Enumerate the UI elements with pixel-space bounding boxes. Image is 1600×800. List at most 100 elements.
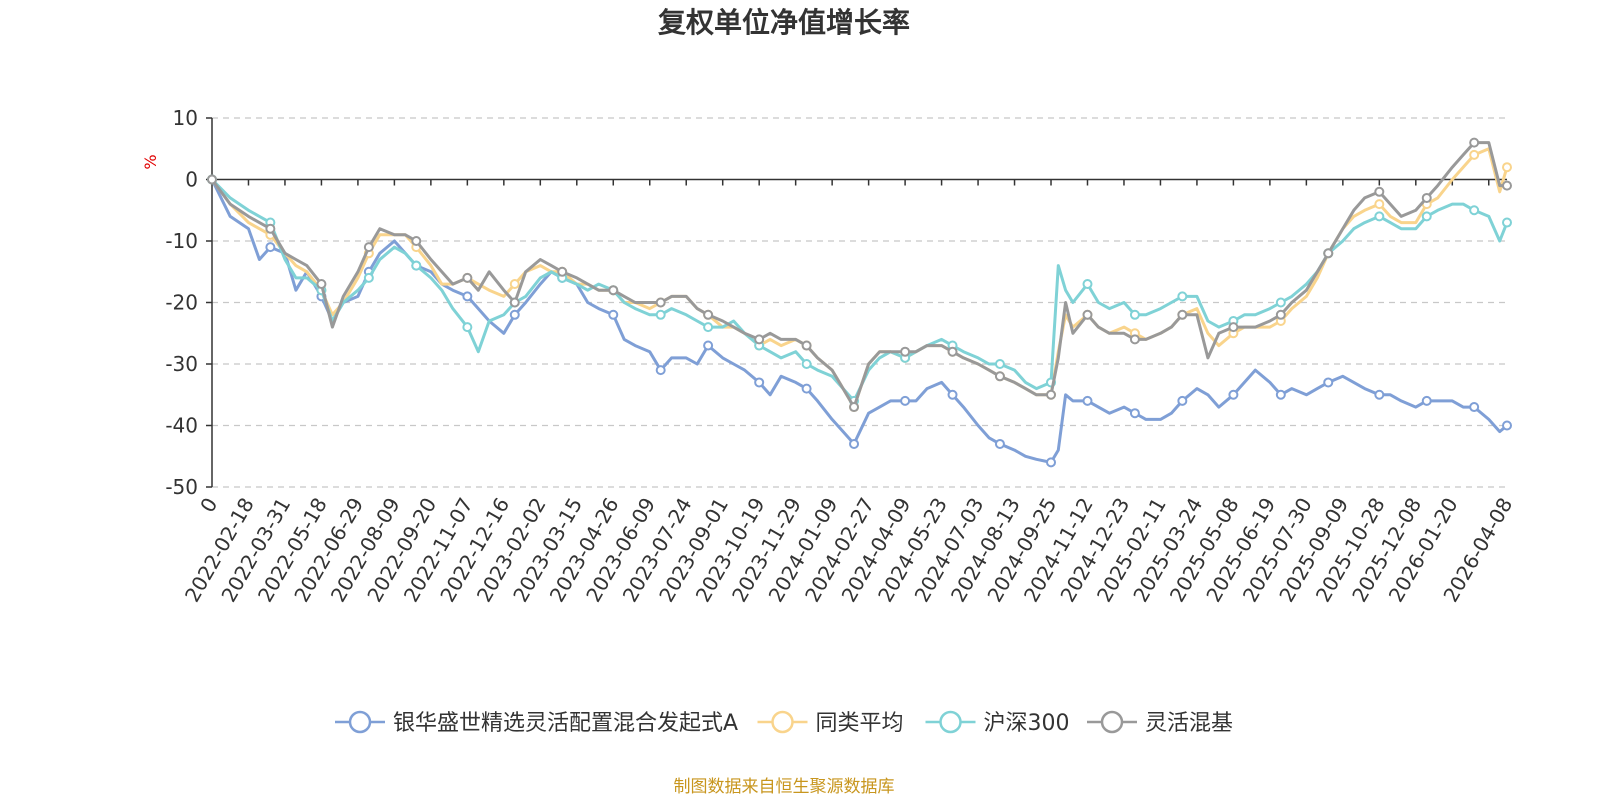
data-point: [849, 438, 860, 449]
data-point: [1323, 248, 1334, 259]
y-tick-label: 0: [185, 168, 198, 192]
series-3: [207, 137, 1512, 413]
data-point: [994, 359, 1005, 369]
y-tick-label: -50: [165, 475, 198, 499]
data-point: [1421, 192, 1432, 203]
data-point: [1177, 309, 1188, 320]
data-point: [509, 279, 520, 290]
data-point: [994, 438, 1005, 449]
data-point: [1275, 389, 1286, 400]
data-point: [1046, 389, 1057, 400]
legend-circle-icon: [1100, 710, 1124, 734]
data-point: [608, 285, 619, 296]
legend-item-0[interactable]: 银华盛世精选灵活配置混合发起式A: [335, 710, 738, 736]
legend[interactable]: 银华盛世精选灵活配置混合发起式A 同类平均 沪深300 灵活混基: [335, 710, 1233, 736]
legend-circle-icon: [348, 710, 372, 734]
y-tick-label: -20: [165, 291, 198, 315]
series-1: [207, 147, 1512, 413]
data-point: [1082, 279, 1093, 290]
legend-circle-icon: [771, 710, 794, 734]
series-group: [207, 137, 1512, 468]
y-tick-label: -30: [165, 352, 198, 376]
data-point: [1228, 389, 1239, 400]
data-point: [462, 272, 473, 283]
series-line: [210, 178, 1508, 464]
data-point: [655, 309, 666, 320]
data-point: [994, 371, 1005, 382]
data-point: [462, 322, 473, 333]
chart-title: 复权单位净值增长率: [658, 6, 910, 39]
data-point: [655, 297, 666, 308]
data-point: [1323, 377, 1334, 388]
legend-item-3[interactable]: 灵活混基: [1087, 710, 1233, 736]
legend-label: 同类平均: [816, 711, 904, 736]
data-point: [1046, 457, 1057, 468]
data-point: [1082, 309, 1093, 320]
data-point: [1374, 211, 1385, 222]
y-tick-label: -10: [165, 229, 198, 253]
legend-label: 灵活混基: [1145, 711, 1233, 736]
data-point: [1469, 402, 1480, 413]
y-tick-label: -40: [165, 414, 198, 438]
data-point: [1228, 322, 1239, 333]
series-0: [207, 174, 1512, 468]
data-point: [849, 402, 860, 413]
data-point: [608, 309, 619, 320]
data-point: [947, 346, 958, 357]
data-point: [1469, 137, 1480, 148]
data-point: [1129, 334, 1140, 345]
data-point: [754, 334, 765, 345]
data-point: [1275, 297, 1286, 308]
series-line: [210, 141, 1507, 409]
data-point: [1469, 205, 1480, 216]
data-point: [1374, 199, 1385, 210]
data-point: [1502, 420, 1512, 431]
data-point: [265, 223, 276, 234]
data-point: [509, 297, 520, 308]
data-point: [363, 272, 374, 283]
data-point: [801, 359, 812, 369]
data-point: [1421, 211, 1432, 222]
data-point: [462, 291, 473, 302]
series-line: [210, 178, 1509, 403]
data-point: [411, 236, 422, 246]
data-point: [1502, 217, 1512, 228]
data-point: [1129, 309, 1140, 320]
data-point: [1502, 180, 1512, 191]
data-point: [947, 389, 958, 400]
data-point: [1502, 162, 1512, 173]
series-2: [207, 174, 1512, 406]
source-note: 制图数据来自恒生聚源数据库: [674, 777, 895, 797]
data-point: [900, 395, 911, 406]
data-point: [1275, 309, 1286, 320]
data-point: [509, 309, 520, 320]
data-point: [1177, 395, 1188, 406]
data-point: [411, 260, 422, 271]
data-point: [900, 346, 911, 357]
data-point: [703, 340, 714, 351]
data-point: [1469, 149, 1480, 160]
x-tick-label: 0: [195, 494, 222, 517]
legend-item-2[interactable]: 沪深300: [925, 710, 1070, 736]
data-point: [1082, 395, 1093, 406]
legend-item-1[interactable]: 同类平均: [757, 710, 904, 736]
data-point: [801, 340, 812, 351]
y-tick-label: 10: [173, 106, 198, 130]
data-point: [207, 174, 217, 185]
data-point: [363, 242, 374, 253]
data-point: [703, 322, 714, 333]
y-axis-ticks: 10 0 -10 -20 -30 -40 -50: [165, 106, 212, 499]
data-point: [1374, 186, 1385, 197]
legend-label: 银华盛世精选灵活配置混合发起式A: [393, 711, 738, 736]
data-point: [1177, 291, 1188, 302]
data-point: [1374, 389, 1385, 400]
y-axis-unit-label: %: [141, 154, 160, 169]
data-point: [655, 365, 666, 376]
legend-circle-icon: [939, 710, 962, 734]
data-point: [801, 383, 812, 394]
legend-label: 沪深300: [984, 711, 1070, 736]
data-point: [316, 279, 327, 290]
data-point: [1421, 395, 1432, 406]
data-point: [557, 266, 568, 277]
